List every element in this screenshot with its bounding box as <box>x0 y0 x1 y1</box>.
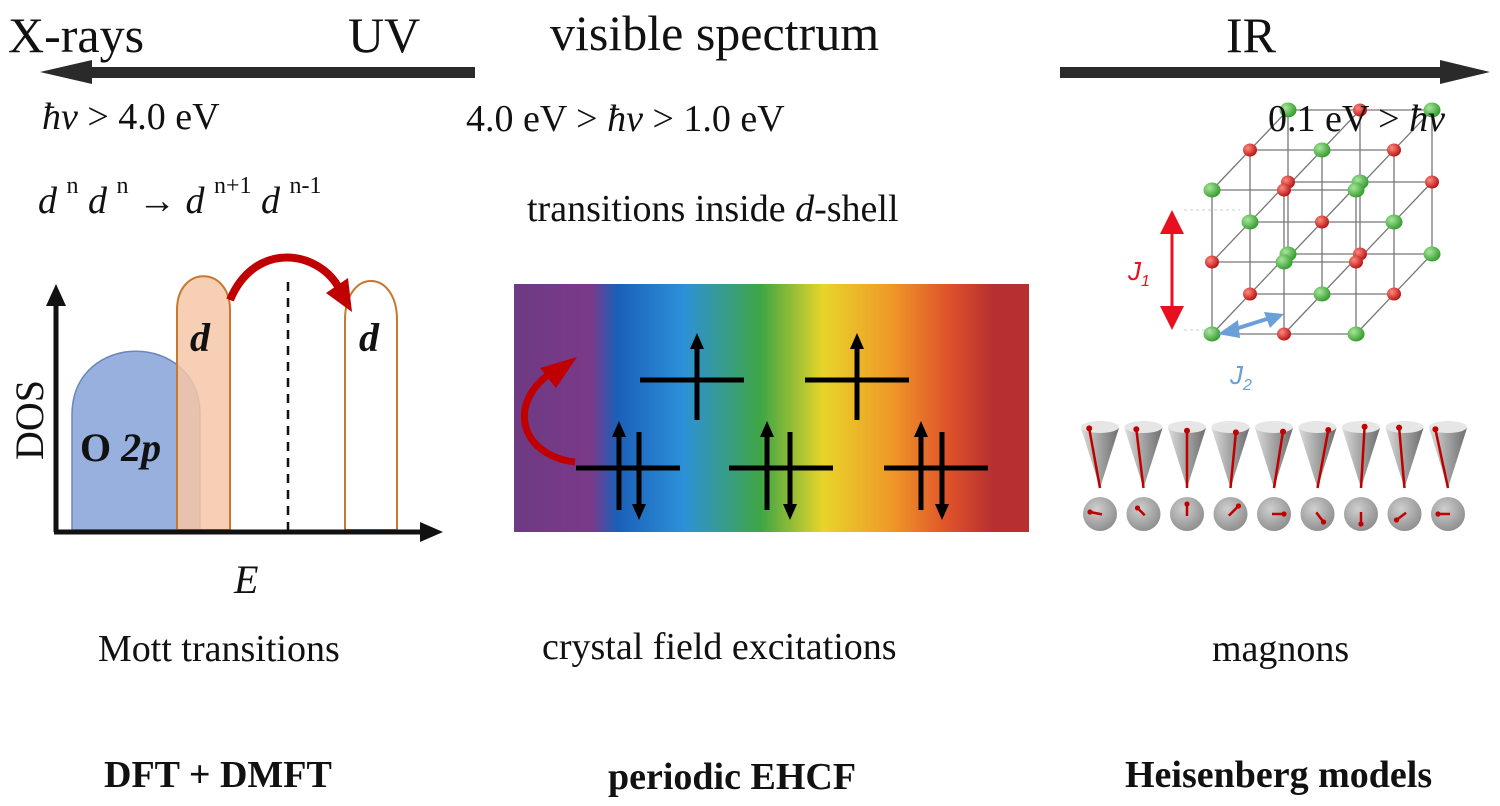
lattice-atom-red <box>1387 143 1401 157</box>
ir-label: IR <box>1226 7 1276 63</box>
spin-cone-icon <box>1429 421 1467 531</box>
ir-energy: 0.1 eV > ħν <box>1268 98 1445 140</box>
spin-cone-icon <box>1211 421 1250 531</box>
lattice-atom-red <box>1205 255 1219 269</box>
lattice-atom-green <box>1347 326 1365 342</box>
spin-cone-icon <box>1124 421 1163 531</box>
cube-lattice-icon <box>1160 102 1441 342</box>
crystal-caption: crystal field excitations <box>542 626 897 668</box>
j1-label: J1 <box>1128 256 1150 291</box>
lattice-atom-red <box>1243 287 1257 301</box>
j2-label: J2 <box>1230 360 1252 395</box>
magnons-caption: magnons <box>1212 628 1350 670</box>
lattice-atom-red <box>1277 183 1291 197</box>
lattice-atom-green <box>1279 102 1297 118</box>
method-heisenberg: Heisenberg models <box>1125 754 1433 796</box>
d-band-left <box>176 275 231 531</box>
lattice-atom-green <box>1241 214 1259 230</box>
curved-excitation-arrow-icon <box>520 372 576 466</box>
mott-formula: d n d n → d n+1 d n-1 <box>38 173 322 222</box>
spin-cone-icon <box>1298 421 1337 531</box>
lattice-atom-red <box>1349 255 1363 269</box>
mott-caption: Mott transitions <box>98 628 340 670</box>
lattice-atom-red <box>1243 143 1257 157</box>
lattice-atom-red <box>1353 103 1367 117</box>
right-arrow-icon <box>1060 60 1490 84</box>
d-band-right <box>344 280 398 531</box>
d-label-right: d <box>359 315 379 360</box>
spin-cone-icon <box>1342 421 1380 531</box>
o2p-label: O 2p <box>80 425 162 470</box>
spin-cone-icon <box>1255 421 1293 531</box>
dos-x-axis-head <box>420 522 443 542</box>
spin-cone-icon <box>1081 421 1119 531</box>
lattice-atom-green <box>1347 182 1365 198</box>
lattice-atom-green <box>1313 142 1331 158</box>
lattice-atom-green <box>1203 326 1221 342</box>
lattice-atom-green <box>1313 286 1331 302</box>
visible-energy: 4.0 eV > ħν > 1.0 eV <box>466 98 785 140</box>
dos-y-axis-head <box>46 284 66 306</box>
d-label-left: d <box>190 315 210 360</box>
lattice-atom-green <box>1423 102 1441 118</box>
visible-spectrum-label: visible spectrum <box>550 5 880 61</box>
dshell-title: transitions inside d-shell <box>527 188 899 230</box>
spin-arrowheads <box>612 333 949 520</box>
lattice-atom-red <box>1387 287 1401 301</box>
lattice-atom-red <box>1425 175 1439 189</box>
left-arrow-icon <box>40 60 475 84</box>
xrays-label: X-rays <box>8 7 145 63</box>
visible-spectrum-band <box>514 284 1029 532</box>
crystal-field-panel <box>514 284 1029 532</box>
uv-energy: ħν > 4.0 eV <box>42 96 220 138</box>
uv-label: UV <box>348 7 421 63</box>
lattice-atom-green <box>1203 182 1221 198</box>
curved-arrow-icon <box>226 253 344 302</box>
dos-x-label: E <box>234 557 259 602</box>
lattice-atom-red <box>1315 215 1329 229</box>
lattice-atom-red <box>1277 327 1291 341</box>
dos-y-label: DOS <box>7 379 53 461</box>
method-dmft: DFT + DMFT <box>104 754 332 796</box>
dos-plot <box>46 253 443 542</box>
spin-cone-row <box>1081 421 1467 531</box>
lattice-atom-green <box>1275 254 1293 270</box>
lattice-atom-green <box>1423 246 1441 262</box>
spin-cone-icon <box>1168 421 1206 531</box>
method-ehcf: periodic EHCF <box>608 756 857 798</box>
lattice-atom-green <box>1385 214 1403 230</box>
spin-cone-icon <box>1385 421 1424 531</box>
